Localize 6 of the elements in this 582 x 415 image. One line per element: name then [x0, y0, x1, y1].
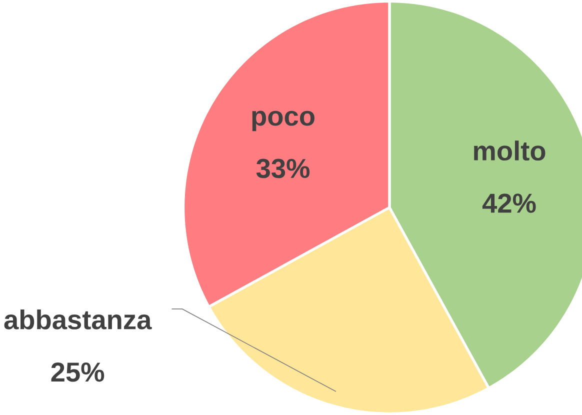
slice-label: molto	[474, 140, 546, 161]
slice-label: poco	[252, 110, 314, 132]
data-label: 25%	[51, 362, 104, 382]
slice-label: abbastanza	[4, 309, 152, 330]
data-label: 42%	[482, 194, 536, 213]
data-label: 33%	[256, 158, 310, 178]
